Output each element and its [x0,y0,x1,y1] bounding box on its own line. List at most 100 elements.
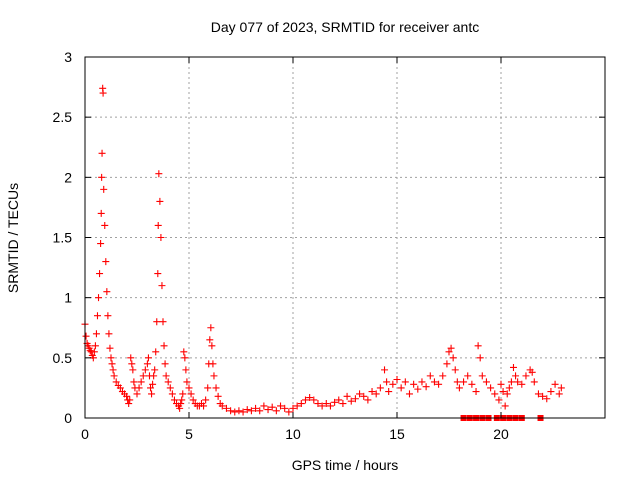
data-point [147,384,155,392]
data-point [148,390,156,398]
y-tick-label: 2.5 [53,109,73,125]
data-point [133,390,141,398]
data-point [176,404,184,412]
data-point [137,378,145,386]
data-point [297,400,305,408]
data-point [126,396,134,404]
data-point [539,392,547,400]
data-point [468,380,476,388]
data-point [143,360,151,368]
data-point [385,388,393,396]
data-point [235,407,243,415]
data-point [401,378,409,386]
data-point [331,398,339,406]
data-point [435,380,443,388]
data-point [449,354,457,362]
data-point [159,318,167,326]
data-point [474,342,482,350]
data-point [178,396,186,404]
data-point [160,342,168,350]
data-point [135,384,143,392]
data-point [503,390,511,398]
data-point [322,400,330,408]
data-point [90,348,98,356]
y-tick-label: 2 [64,169,72,185]
data-point [247,407,255,415]
data-point [422,383,430,391]
data-point [277,402,285,410]
data-point [499,388,507,396]
y-axis-label: SRMTID / TECUs [5,183,21,293]
data-point [397,384,405,392]
x-tick-label: 15 [389,426,405,442]
data-point [170,396,178,404]
data-point [497,380,505,388]
data-point [106,344,114,352]
data-point [326,402,334,410]
data-point [82,332,90,340]
data-point [161,360,169,368]
data-point [204,384,212,392]
data-point [154,221,162,229]
data-point [476,354,484,362]
data-point [530,378,538,386]
data-point [376,384,384,392]
data-point [105,330,113,338]
data-point [528,368,536,376]
data-point [557,384,565,392]
data-point [206,336,214,344]
data-point [418,378,426,386]
data-point [368,388,376,396]
data-point [104,312,112,320]
data-point [518,380,526,388]
data-point [439,372,447,380]
data-point [453,378,461,386]
data-point [360,392,368,400]
data-point [181,354,189,362]
data-point [207,324,215,332]
data-point [264,406,272,414]
data-point [335,396,343,404]
data-point [555,390,563,398]
data-point [179,390,187,398]
data-point [185,384,193,392]
data-point [129,366,137,374]
data-point [100,185,108,193]
data-point [157,234,165,241]
data-point [534,390,542,398]
data-point [96,270,104,278]
data-point [260,402,268,410]
data-point [405,390,413,398]
data-point [98,173,106,181]
data-point [318,402,326,410]
data-point [509,363,517,371]
data-point [356,390,364,398]
y-tick-label: 1 [64,290,72,306]
data-point [152,348,160,356]
data-point [222,404,230,412]
data-point [210,372,218,380]
data-point [389,380,397,388]
data-point [227,407,235,415]
data-point [149,380,157,388]
data-point [443,360,451,368]
data-point [168,390,176,398]
grid-layer [85,57,605,418]
x-tick-label: 0 [81,426,89,442]
data-point [455,384,463,392]
data-point [139,372,147,380]
data-point [212,384,220,392]
data-point [110,372,118,380]
data-point [166,384,174,392]
data-point [272,407,280,415]
data-point [505,384,513,392]
data-point [460,378,468,386]
data-point [256,407,264,415]
data-point [154,270,162,278]
data-point [447,344,455,352]
data-point [99,89,107,97]
data-point [507,378,515,386]
data-point [410,380,418,388]
data-point [239,408,247,416]
y-tick-label: 1.5 [53,230,73,246]
